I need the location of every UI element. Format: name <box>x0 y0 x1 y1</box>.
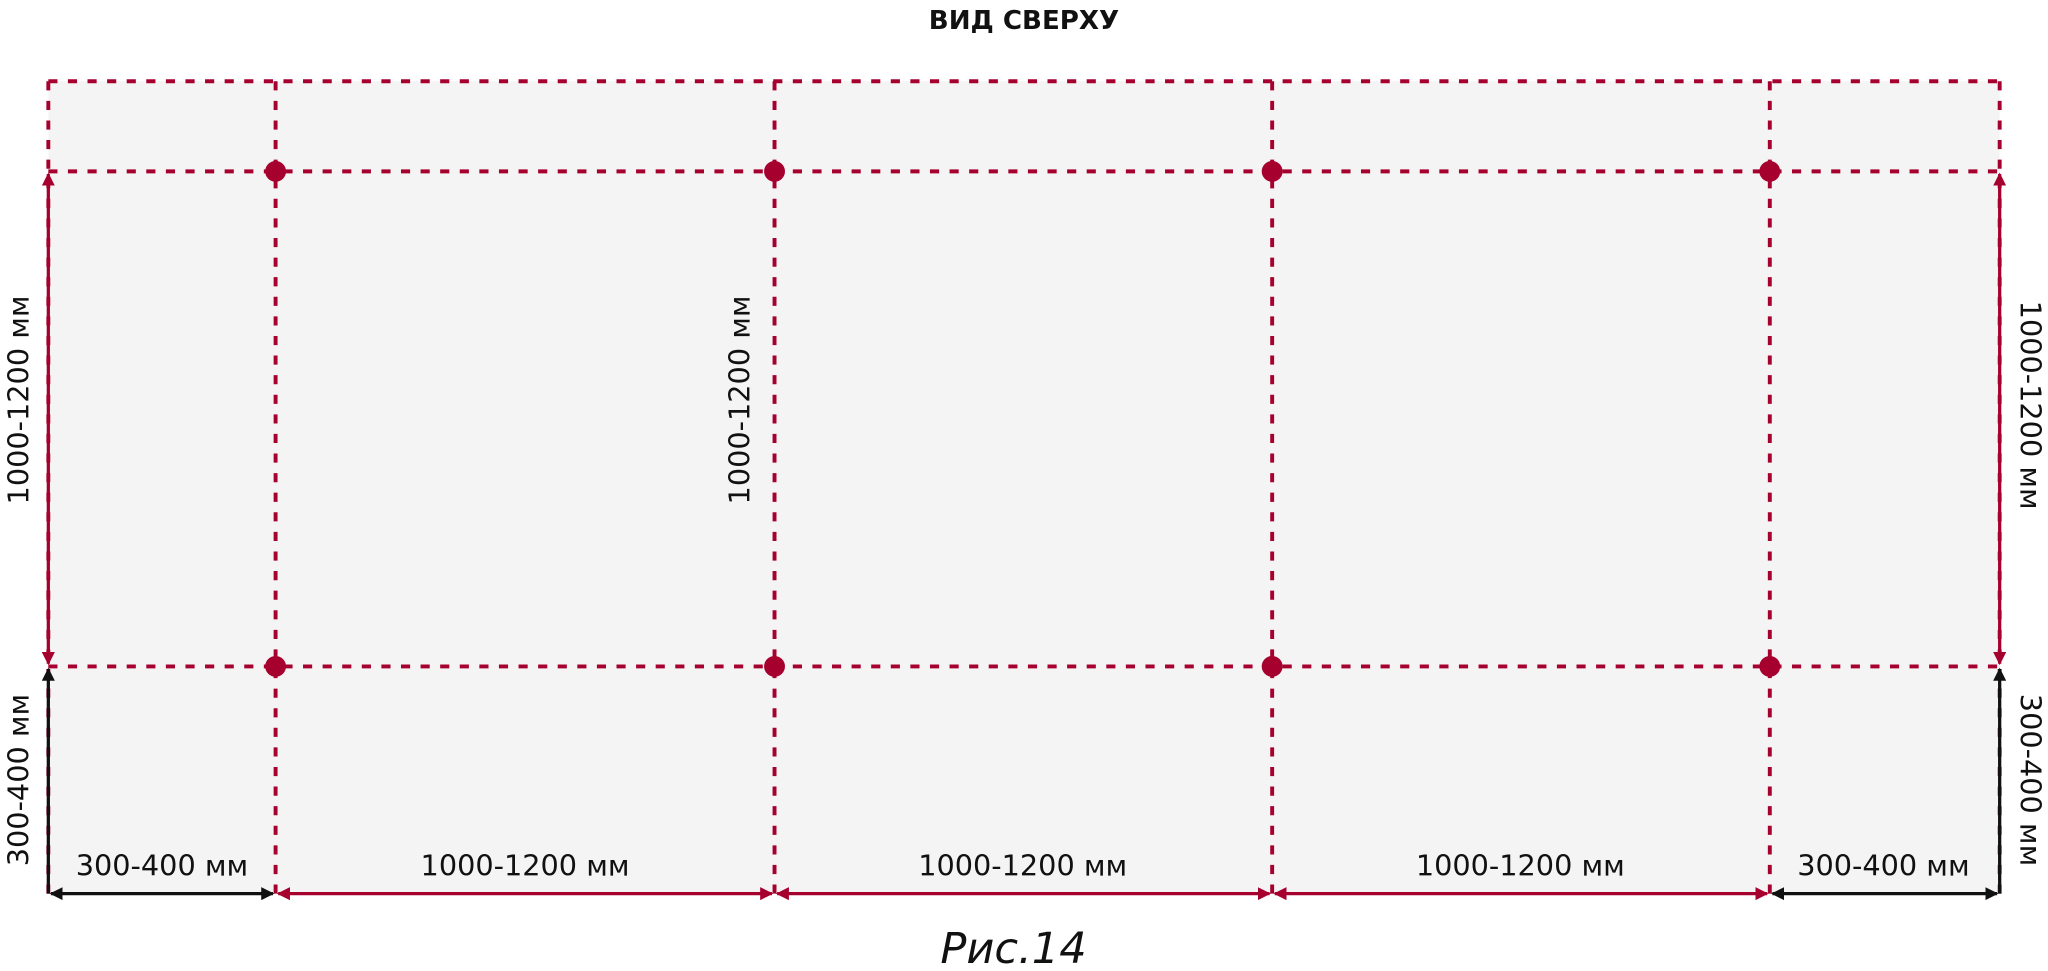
middle-height-label: 1000-1200 мм <box>723 295 757 504</box>
left-overhang-label: 300-400 мм <box>2 694 36 866</box>
bottom-label-2: 1000-1200 мм <box>421 848 630 882</box>
post-point <box>1261 160 1283 182</box>
left-height-label: 1000-1200 мм <box>2 295 36 504</box>
diagram-title: ВИД СВЕРХУ <box>929 6 1119 36</box>
bottom-label-1: 300-400 мм <box>76 848 248 882</box>
bottom-label-3: 1000-1200 мм <box>918 848 1127 882</box>
post-point <box>265 655 287 677</box>
post-points <box>265 160 1781 677</box>
bottom-label-4: 1000-1200 мм <box>1416 848 1625 882</box>
right-height-label: 1000-1200 мм <box>2014 301 2048 510</box>
post-point <box>1759 160 1781 182</box>
figure-caption: Рис.14 <box>940 924 1086 971</box>
right-overhang-label: 300-400 мм <box>2014 694 2048 866</box>
dashed-grid <box>46 79 2002 894</box>
post-point <box>265 160 287 182</box>
post-point <box>764 160 785 182</box>
post-point <box>1261 655 1283 677</box>
area-background <box>48 81 2000 894</box>
post-point <box>1759 655 1781 677</box>
post-point <box>764 655 785 677</box>
bottom-label-5: 300-400 мм <box>1797 848 1969 882</box>
